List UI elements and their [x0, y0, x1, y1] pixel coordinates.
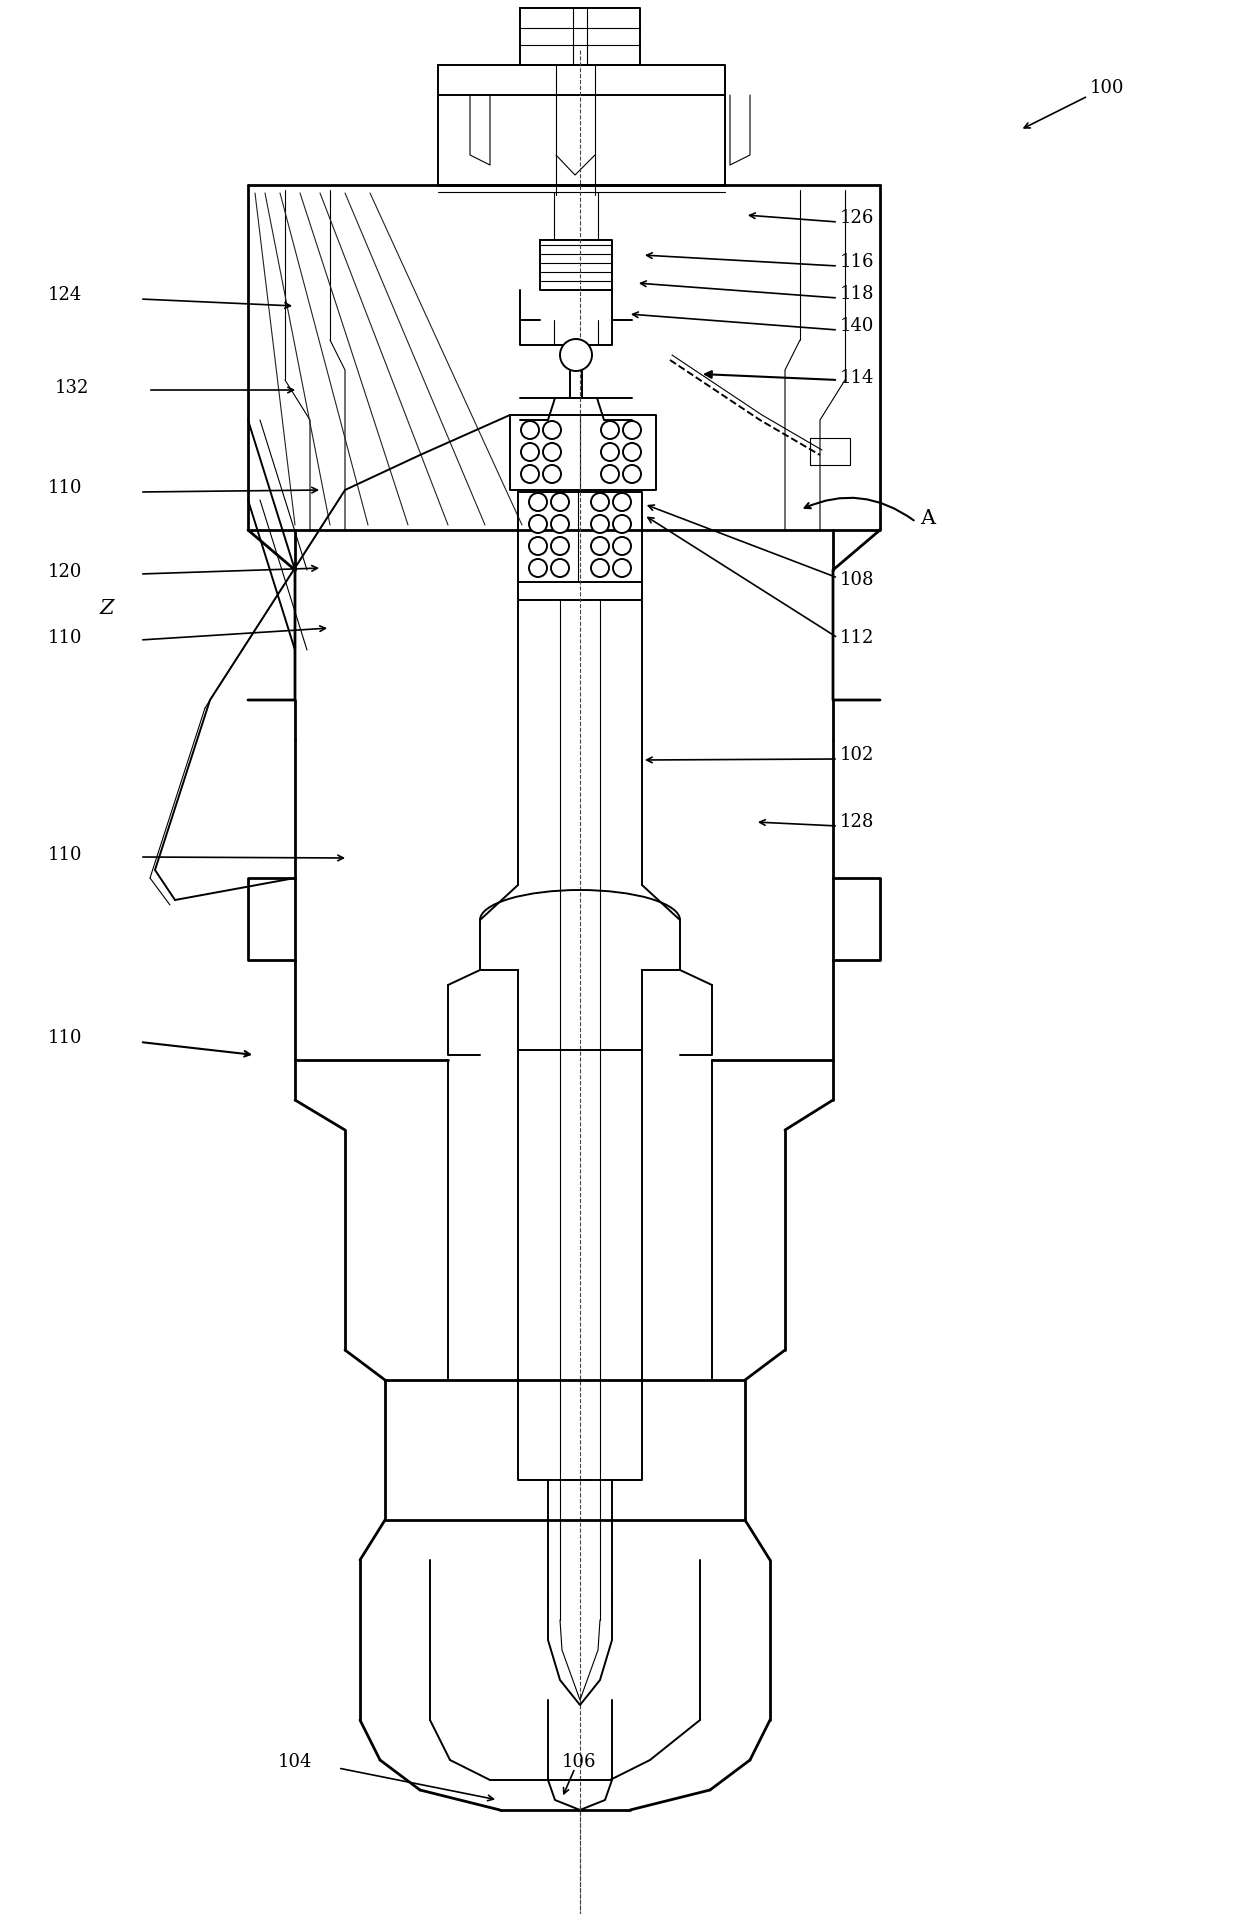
Circle shape	[551, 559, 569, 576]
Circle shape	[601, 465, 619, 482]
Text: 118: 118	[839, 285, 874, 302]
Circle shape	[613, 538, 631, 555]
Circle shape	[613, 494, 631, 511]
Text: 108: 108	[839, 570, 874, 590]
Text: 110: 110	[48, 630, 83, 647]
Text: 116: 116	[839, 253, 874, 272]
Circle shape	[591, 559, 609, 576]
Text: 110: 110	[48, 478, 83, 498]
Text: 128: 128	[839, 813, 874, 831]
Text: 124: 124	[48, 285, 82, 304]
Circle shape	[613, 515, 631, 532]
Circle shape	[560, 339, 591, 371]
Circle shape	[521, 421, 539, 438]
Circle shape	[521, 465, 539, 482]
Text: 140: 140	[839, 318, 874, 335]
Circle shape	[529, 515, 547, 532]
Text: 110: 110	[48, 846, 83, 863]
Circle shape	[551, 538, 569, 555]
Circle shape	[622, 465, 641, 482]
Circle shape	[601, 421, 619, 438]
Circle shape	[521, 442, 539, 461]
Circle shape	[622, 421, 641, 438]
Text: A: A	[920, 509, 935, 528]
Circle shape	[529, 538, 547, 555]
Circle shape	[622, 442, 641, 461]
Text: 126: 126	[839, 209, 874, 228]
Text: 104: 104	[278, 1753, 312, 1770]
Circle shape	[551, 494, 569, 511]
Text: 106: 106	[562, 1753, 596, 1770]
Circle shape	[529, 559, 547, 576]
Text: 100: 100	[1090, 78, 1125, 98]
Circle shape	[591, 515, 609, 532]
Text: 114: 114	[839, 369, 874, 387]
Circle shape	[601, 442, 619, 461]
Circle shape	[613, 559, 631, 576]
Text: 110: 110	[48, 1030, 83, 1047]
Text: 132: 132	[55, 379, 89, 396]
Circle shape	[529, 494, 547, 511]
Text: 112: 112	[839, 630, 874, 647]
Text: 102: 102	[839, 746, 874, 764]
Circle shape	[551, 515, 569, 532]
Text: Z: Z	[100, 599, 114, 618]
Circle shape	[591, 494, 609, 511]
Circle shape	[543, 421, 560, 438]
Circle shape	[591, 538, 609, 555]
Text: 120: 120	[48, 563, 82, 582]
Circle shape	[543, 442, 560, 461]
Circle shape	[543, 465, 560, 482]
